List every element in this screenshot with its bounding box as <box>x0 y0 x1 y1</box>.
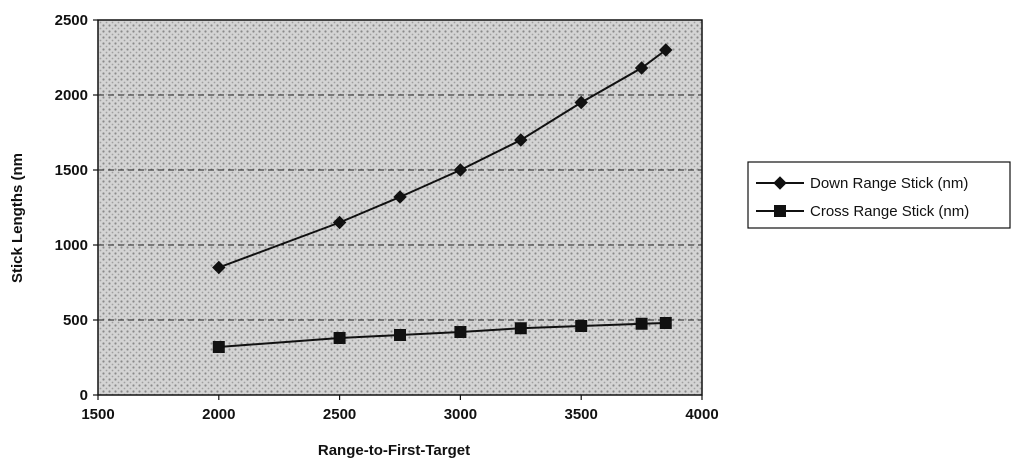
cross-range-point <box>575 320 588 332</box>
down-range-point <box>574 95 588 110</box>
down-range-point <box>514 133 528 147</box>
down-range-point <box>453 163 468 177</box>
y-tick-labels: 0 500 1000 1500 2000 2500 <box>55 12 98 404</box>
down-range-point <box>634 61 649 75</box>
series-lines <box>218 49 667 348</box>
y-tick-label: 500 <box>63 312 88 329</box>
x-tick-label: 1500 <box>81 406 114 423</box>
x-axis-title: Range-to-First-Target <box>318 442 470 459</box>
down-range-stick-line <box>218 49 667 269</box>
y-tick-label: 0 <box>80 387 88 404</box>
cross-range-point <box>514 322 527 335</box>
cross-range-point <box>659 317 672 329</box>
x-tick-label: 2000 <box>202 406 235 423</box>
cross-range-point <box>635 317 648 330</box>
cross-range-point <box>212 341 225 353</box>
x-tick-labels: 1500 2000 2500 3000 3500 4000 <box>81 395 719 423</box>
x-tick-label: 2500 <box>323 406 356 423</box>
y-tick-label: 2500 <box>55 12 88 29</box>
legend-marker <box>774 205 786 217</box>
down-range-point <box>393 190 407 204</box>
cross-range-point <box>394 329 406 341</box>
cross-range-stick-line <box>218 322 666 348</box>
down-range-point <box>659 43 673 57</box>
y-tick-label: 1000 <box>55 237 88 254</box>
legend-label-cross-range: Cross Range Stick (nm) <box>810 203 969 220</box>
legend-box <box>747 161 1011 229</box>
gridlines <box>98 94 702 321</box>
x-tick-label: 3000 <box>444 406 477 423</box>
legend: Down Range Stick (nm) Cross Range Stick (… <box>747 161 1011 229</box>
y-axis-title: Stick Lengths (nm <box>9 153 26 283</box>
y-tick-label: 2000 <box>55 87 88 104</box>
cross-range-point <box>454 326 467 338</box>
series-markers <box>212 43 673 353</box>
y-tick-label: 1500 <box>55 162 88 179</box>
cross-range-point <box>333 332 346 344</box>
legend-label-down-range: Down Range Stick (nm) <box>810 175 968 192</box>
down-range-point <box>332 215 347 230</box>
x-tick-label: 4000 <box>685 406 718 423</box>
x-tick-label: 3500 <box>565 406 598 423</box>
legend-marker <box>773 176 787 190</box>
down-range-point <box>212 260 226 275</box>
